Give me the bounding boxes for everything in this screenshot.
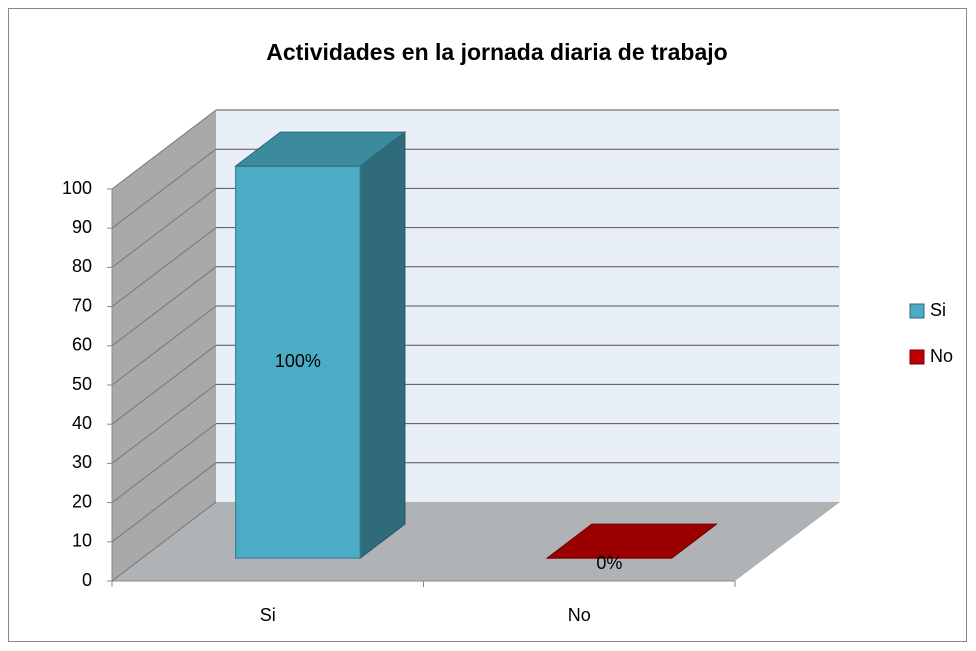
grid-line [111,344,217,425]
y-tick-label: 20 [72,491,92,511]
legend-label: No [930,346,953,366]
bar-side [359,131,406,560]
x-tick-label: No [568,605,591,625]
grid-line [111,501,217,582]
floor [112,502,840,581]
x-tick-label: Si [260,605,276,625]
grid-line [111,423,217,503]
y-tick-label: 50 [72,374,92,394]
y-tick-label: 70 [72,295,92,315]
y-tick-label: 10 [72,531,92,551]
grid-line [111,188,217,268]
bar-top [234,131,407,167]
legend-swatch [909,349,925,365]
y-tick-label: 90 [72,217,92,237]
grid-line [111,462,217,543]
chart-title: Actividades en la jornada diaria de trab… [266,39,727,65]
grid-line [111,227,217,307]
y-tick-label: 80 [72,256,92,276]
legend-swatch [909,303,925,319]
y-tick-label: 0 [82,570,92,590]
bar-top [545,523,718,559]
y-tick-label: 100 [62,178,92,198]
y-tick-label: 60 [72,335,92,355]
grid-line [111,384,217,464]
legend-label: Si [930,300,946,320]
grid-line [111,109,217,190]
grid-line [111,266,217,347]
value-label: 100% [275,351,321,371]
value-label: 0% [596,553,622,573]
grid-line [111,148,217,229]
y-tick-label: 40 [72,413,92,433]
grid-line [111,305,217,386]
y-tick-label: 30 [72,452,92,472]
